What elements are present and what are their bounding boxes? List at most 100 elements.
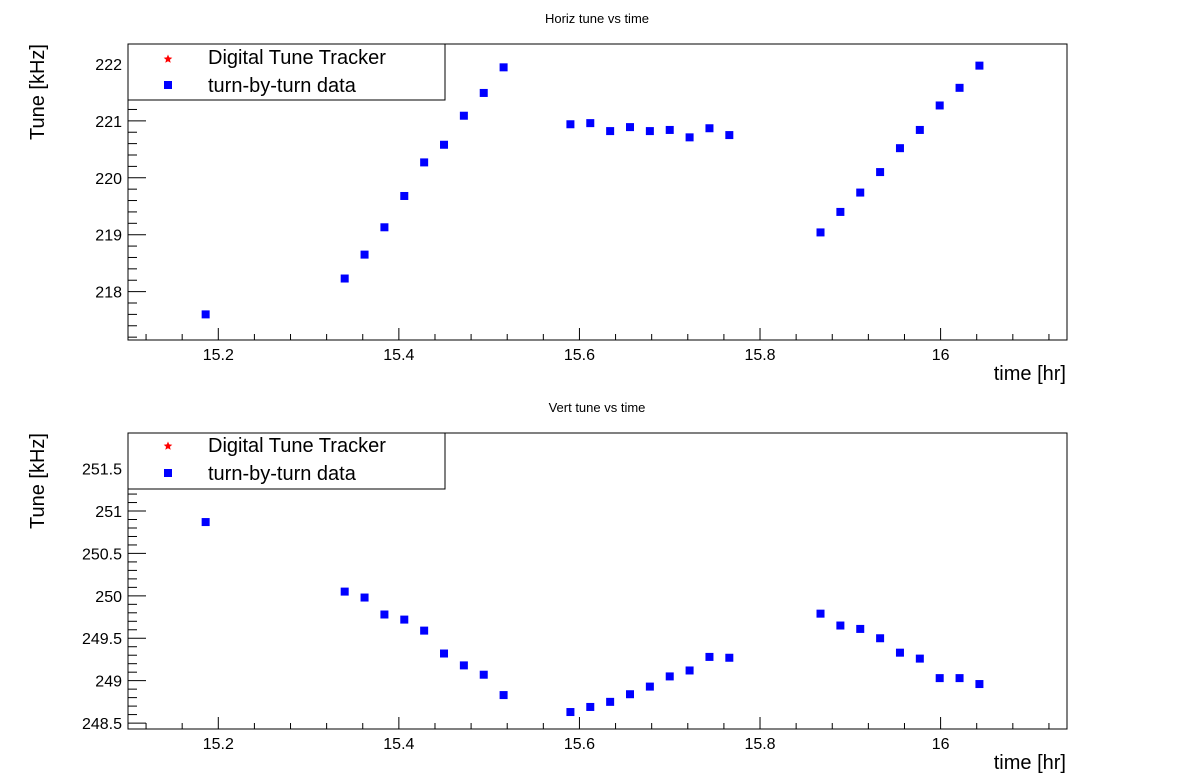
data-point — [816, 609, 825, 618]
data-point — [975, 680, 984, 689]
data-point — [360, 593, 369, 602]
data-point — [606, 127, 615, 136]
data-point — [705, 124, 714, 133]
chart-title: Horiz tune vs time — [545, 11, 649, 26]
data-point — [440, 140, 449, 149]
y-tick-label: 250.5 — [82, 546, 122, 563]
y-axis-label: Tune [kHz] — [27, 433, 49, 529]
plot-frame — [127, 432, 1068, 730]
x-axis-label: time [hr] — [994, 752, 1066, 774]
data-point — [895, 648, 904, 657]
data-point — [201, 518, 210, 527]
legend-label-turn-by-turn: turn-by-turn data — [208, 75, 357, 97]
data-point — [725, 653, 734, 662]
data-points — [201, 518, 984, 717]
x-tick-label: 15.6 — [564, 736, 595, 753]
data-point — [626, 690, 635, 699]
legend: Digital Tune Tracker turn-by-turn data — [127, 432, 446, 490]
data-point — [645, 682, 654, 691]
y-tick-label: 220 — [95, 171, 122, 188]
data-point — [380, 223, 389, 232]
data-point — [856, 188, 865, 197]
data-point — [566, 120, 575, 129]
data-point — [201, 310, 210, 319]
data-point — [895, 144, 904, 153]
data-point — [935, 674, 944, 683]
legend-label-digital-tune-tracker: Digital Tune Tracker — [208, 47, 386, 69]
chart-title: Vert tune vs time — [549, 400, 646, 415]
data-point — [340, 587, 349, 596]
data-point — [400, 615, 409, 624]
data-point — [915, 654, 924, 663]
data-point — [420, 158, 429, 167]
data-point — [685, 666, 694, 675]
legend-marker-digital-tune-tracker — [163, 54, 173, 63]
data-point — [479, 88, 488, 97]
data-point — [816, 228, 825, 237]
y-axis-label: Tune [kHz] — [27, 44, 49, 140]
x-axis-label: time [hr] — [994, 363, 1066, 385]
data-point — [586, 702, 595, 711]
legend-marker-turn-by-turn — [164, 81, 172, 89]
data-point — [836, 621, 845, 630]
legend-label-digital-tune-tracker: Digital Tune Tracker — [208, 435, 386, 457]
x-tick-label: 15.8 — [744, 347, 775, 364]
data-point — [400, 191, 409, 200]
data-point — [566, 708, 575, 717]
data-point — [955, 674, 964, 683]
x-tick-label: 15.2 — [203, 347, 234, 364]
data-point — [975, 61, 984, 70]
data-points — [201, 61, 984, 319]
data-point — [626, 123, 635, 132]
x-tick-label: 15.4 — [383, 736, 414, 753]
y-tick-label: 218 — [95, 285, 122, 302]
axis-ticks: 15.2 15.4 15.6 15.8 16 248.5 249 249.5 250 250.5 2… — [82, 434, 1050, 753]
legend-box — [127, 43, 446, 101]
data-point — [935, 101, 944, 110]
x-tick-label: 15.8 — [744, 736, 775, 753]
data-point — [645, 127, 654, 136]
data-point — [586, 119, 595, 128]
data-point — [499, 63, 508, 72]
data-point — [955, 83, 964, 92]
legend-marker-digital-tune-tracker — [163, 441, 173, 450]
x-tick-label: 15.4 — [383, 347, 414, 364]
y-tick-label: 221 — [95, 114, 122, 131]
data-point — [876, 168, 885, 177]
data-point — [440, 649, 449, 658]
y-tick-label: 249 — [95, 674, 122, 691]
data-point — [360, 250, 369, 259]
horiz-tune-panel: Horiz tune vs time 15.2 15.4 15.6 15.8 16 218… — [27, 11, 1068, 385]
data-point — [606, 697, 615, 706]
y-tick-label: 219 — [95, 228, 122, 245]
data-point — [459, 661, 468, 670]
x-tick-label: 15.2 — [203, 736, 234, 753]
data-point — [380, 610, 389, 619]
data-point — [499, 691, 508, 700]
data-point — [856, 624, 865, 633]
data-point — [836, 207, 845, 216]
data-point — [340, 274, 349, 283]
legend-label-turn-by-turn: turn-by-turn data — [208, 463, 357, 485]
axis-ticks: 15.2 15.4 15.6 15.8 16 218 219 220 221 222 — [95, 52, 1050, 364]
data-point — [459, 111, 468, 120]
plot-frame — [127, 43, 1068, 341]
legend: Digital Tune Tracker turn-by-turn data — [127, 43, 446, 101]
data-point — [479, 670, 488, 679]
data-point — [705, 652, 714, 661]
data-point — [725, 131, 734, 140]
y-tick-label: 249.5 — [82, 631, 122, 648]
legend-box — [127, 432, 446, 490]
data-point — [665, 672, 674, 681]
x-tick-label: 16 — [932, 347, 950, 364]
y-tick-label: 251 — [95, 504, 122, 521]
y-tick-label: 251.5 — [82, 462, 122, 479]
data-point — [685, 133, 694, 142]
data-point — [665, 125, 674, 134]
y-tick-label: 250 — [95, 589, 122, 606]
legend-marker-turn-by-turn — [164, 469, 172, 477]
vert-tune-panel: Vert tune vs time 15.2 15.4 15.6 15.8 16 248.… — [27, 400, 1068, 774]
y-tick-label: 248.5 — [82, 716, 122, 733]
data-point — [420, 626, 429, 635]
